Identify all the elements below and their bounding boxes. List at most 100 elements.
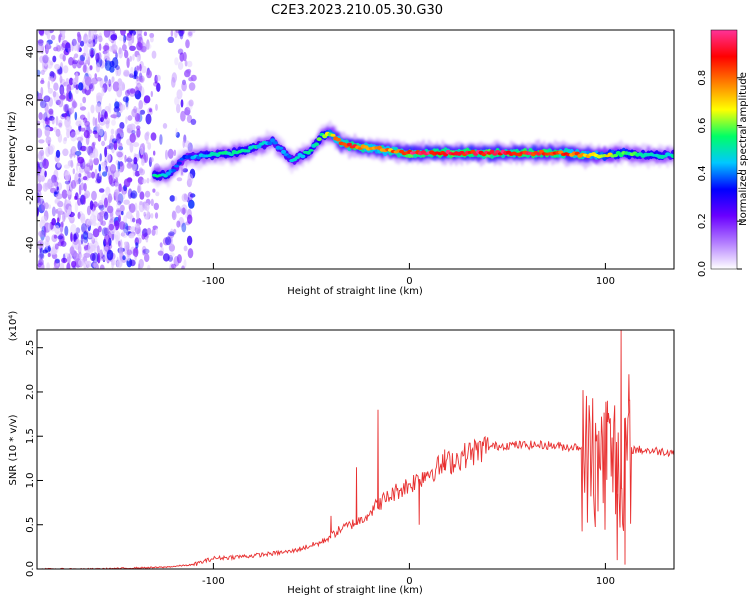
noise-speckle — [78, 119, 86, 127]
noise-speckle — [118, 47, 123, 59]
snr-x-axis: -100 0 100 — [202, 563, 615, 587]
noise-speckle — [101, 114, 104, 122]
noise-speckle — [104, 146, 108, 158]
noise-speckle — [181, 193, 188, 202]
noise-speckle — [44, 126, 51, 132]
noise-speckle — [78, 195, 81, 206]
snr-y-multiplier: (x10⁴) — [8, 311, 19, 342]
noise-speckle — [66, 190, 73, 195]
noise-speckle — [83, 164, 91, 174]
noise-speckle — [38, 39, 44, 46]
noise-speckle — [122, 44, 127, 52]
noise-speckle — [176, 89, 183, 100]
noise-speckle — [181, 265, 185, 269]
noise-speckle — [146, 39, 150, 50]
noise-speckle — [112, 81, 120, 92]
noise-speckle — [50, 246, 58, 255]
noise-speckle — [150, 213, 154, 219]
noise-speckle — [168, 243, 175, 252]
noise-speckle — [141, 45, 147, 53]
noise-speckle — [48, 108, 54, 115]
noise-speckle — [122, 255, 126, 261]
noise-speckle — [48, 76, 52, 81]
noise-speckle — [188, 77, 194, 82]
spectrogram-frame — [36, 29, 675, 270]
noise-speckle — [53, 266, 59, 269]
noise-speckle — [41, 200, 46, 212]
noise-speckle — [96, 123, 101, 133]
noise-speckle — [99, 216, 103, 223]
noise-speckle — [56, 162, 61, 168]
noise-speckle — [78, 173, 82, 178]
noise-speckle — [96, 92, 103, 101]
ridge-cell — [286, 154, 292, 159]
noise-speckle — [89, 30, 95, 41]
noise-speckle — [82, 231, 89, 240]
noise-speckle — [45, 41, 50, 51]
snr-y-label: SNR (10 * v/v) — [8, 414, 19, 485]
noise-speckle — [42, 113, 45, 121]
noise-speckle — [40, 69, 45, 76]
noise-speckle — [175, 127, 178, 136]
noise-speckle — [102, 45, 110, 51]
noise-speckle — [76, 117, 82, 125]
noise-speckle — [170, 30, 174, 37]
snr-y-tick-label: 0.5 — [25, 517, 36, 533]
noise-speckle — [43, 55, 48, 67]
noise-speckle — [86, 162, 90, 167]
noise-speckle — [111, 119, 116, 126]
noise-speckle — [182, 207, 186, 216]
noise-speckle — [177, 48, 184, 55]
noise-speckle — [63, 252, 70, 258]
noise-speckle — [55, 193, 63, 200]
noise-speckle — [129, 45, 136, 51]
noise-speckle — [129, 88, 136, 94]
noise-speckle — [129, 259, 136, 267]
noise-speckle — [78, 165, 85, 173]
noise-speckle — [149, 108, 152, 113]
noise-speckle — [150, 132, 157, 141]
noise-speckle — [38, 112, 43, 121]
noise-speckle — [86, 260, 92, 268]
noise-speckle — [54, 198, 61, 204]
noise-speckle — [62, 211, 66, 223]
noise-speckle — [47, 87, 54, 94]
noise-speckle — [120, 232, 126, 237]
noise-speckle — [37, 262, 42, 268]
noise-speckle — [126, 88, 134, 95]
noise-speckle — [182, 139, 185, 149]
noise-speckle — [101, 140, 106, 147]
ridge-cell — [335, 137, 341, 142]
noise-speckle — [130, 226, 137, 232]
spectrogram-y-label: Frequency (Hz) — [7, 111, 18, 187]
noise-speckle — [92, 228, 100, 238]
noise-speckle — [37, 69, 41, 76]
noise-speckle — [145, 43, 152, 50]
noise-speckle — [89, 39, 94, 49]
noise-speckle — [183, 259, 187, 268]
noise-speckle — [111, 138, 118, 144]
noise-speckle — [115, 230, 121, 242]
spectrogram-y-tick-label: 20 — [25, 94, 36, 107]
noise-speckle — [54, 260, 57, 265]
noise-speckle — [45, 136, 52, 145]
noise-speckle — [150, 90, 153, 98]
noise-speckle — [179, 220, 186, 227]
noise-speckle — [48, 116, 55, 121]
noise-speckle — [143, 31, 147, 37]
noise-speckle — [178, 30, 184, 37]
noise-speckle — [42, 54, 49, 64]
noise-speckle — [75, 227, 81, 234]
noise-speckle — [138, 100, 143, 110]
noise-speckle — [82, 64, 87, 73]
noise-speckle — [155, 74, 161, 82]
noise-speckle — [176, 103, 181, 114]
noise-speckle — [188, 82, 196, 91]
ridge-cell — [330, 133, 336, 137]
ridge-cell — [308, 149, 314, 152]
noise-speckle — [144, 253, 150, 263]
noise-speckle — [176, 254, 182, 264]
noise-speckle — [44, 170, 47, 178]
noise-speckle — [41, 175, 45, 183]
ridge-cell — [174, 164, 180, 168]
